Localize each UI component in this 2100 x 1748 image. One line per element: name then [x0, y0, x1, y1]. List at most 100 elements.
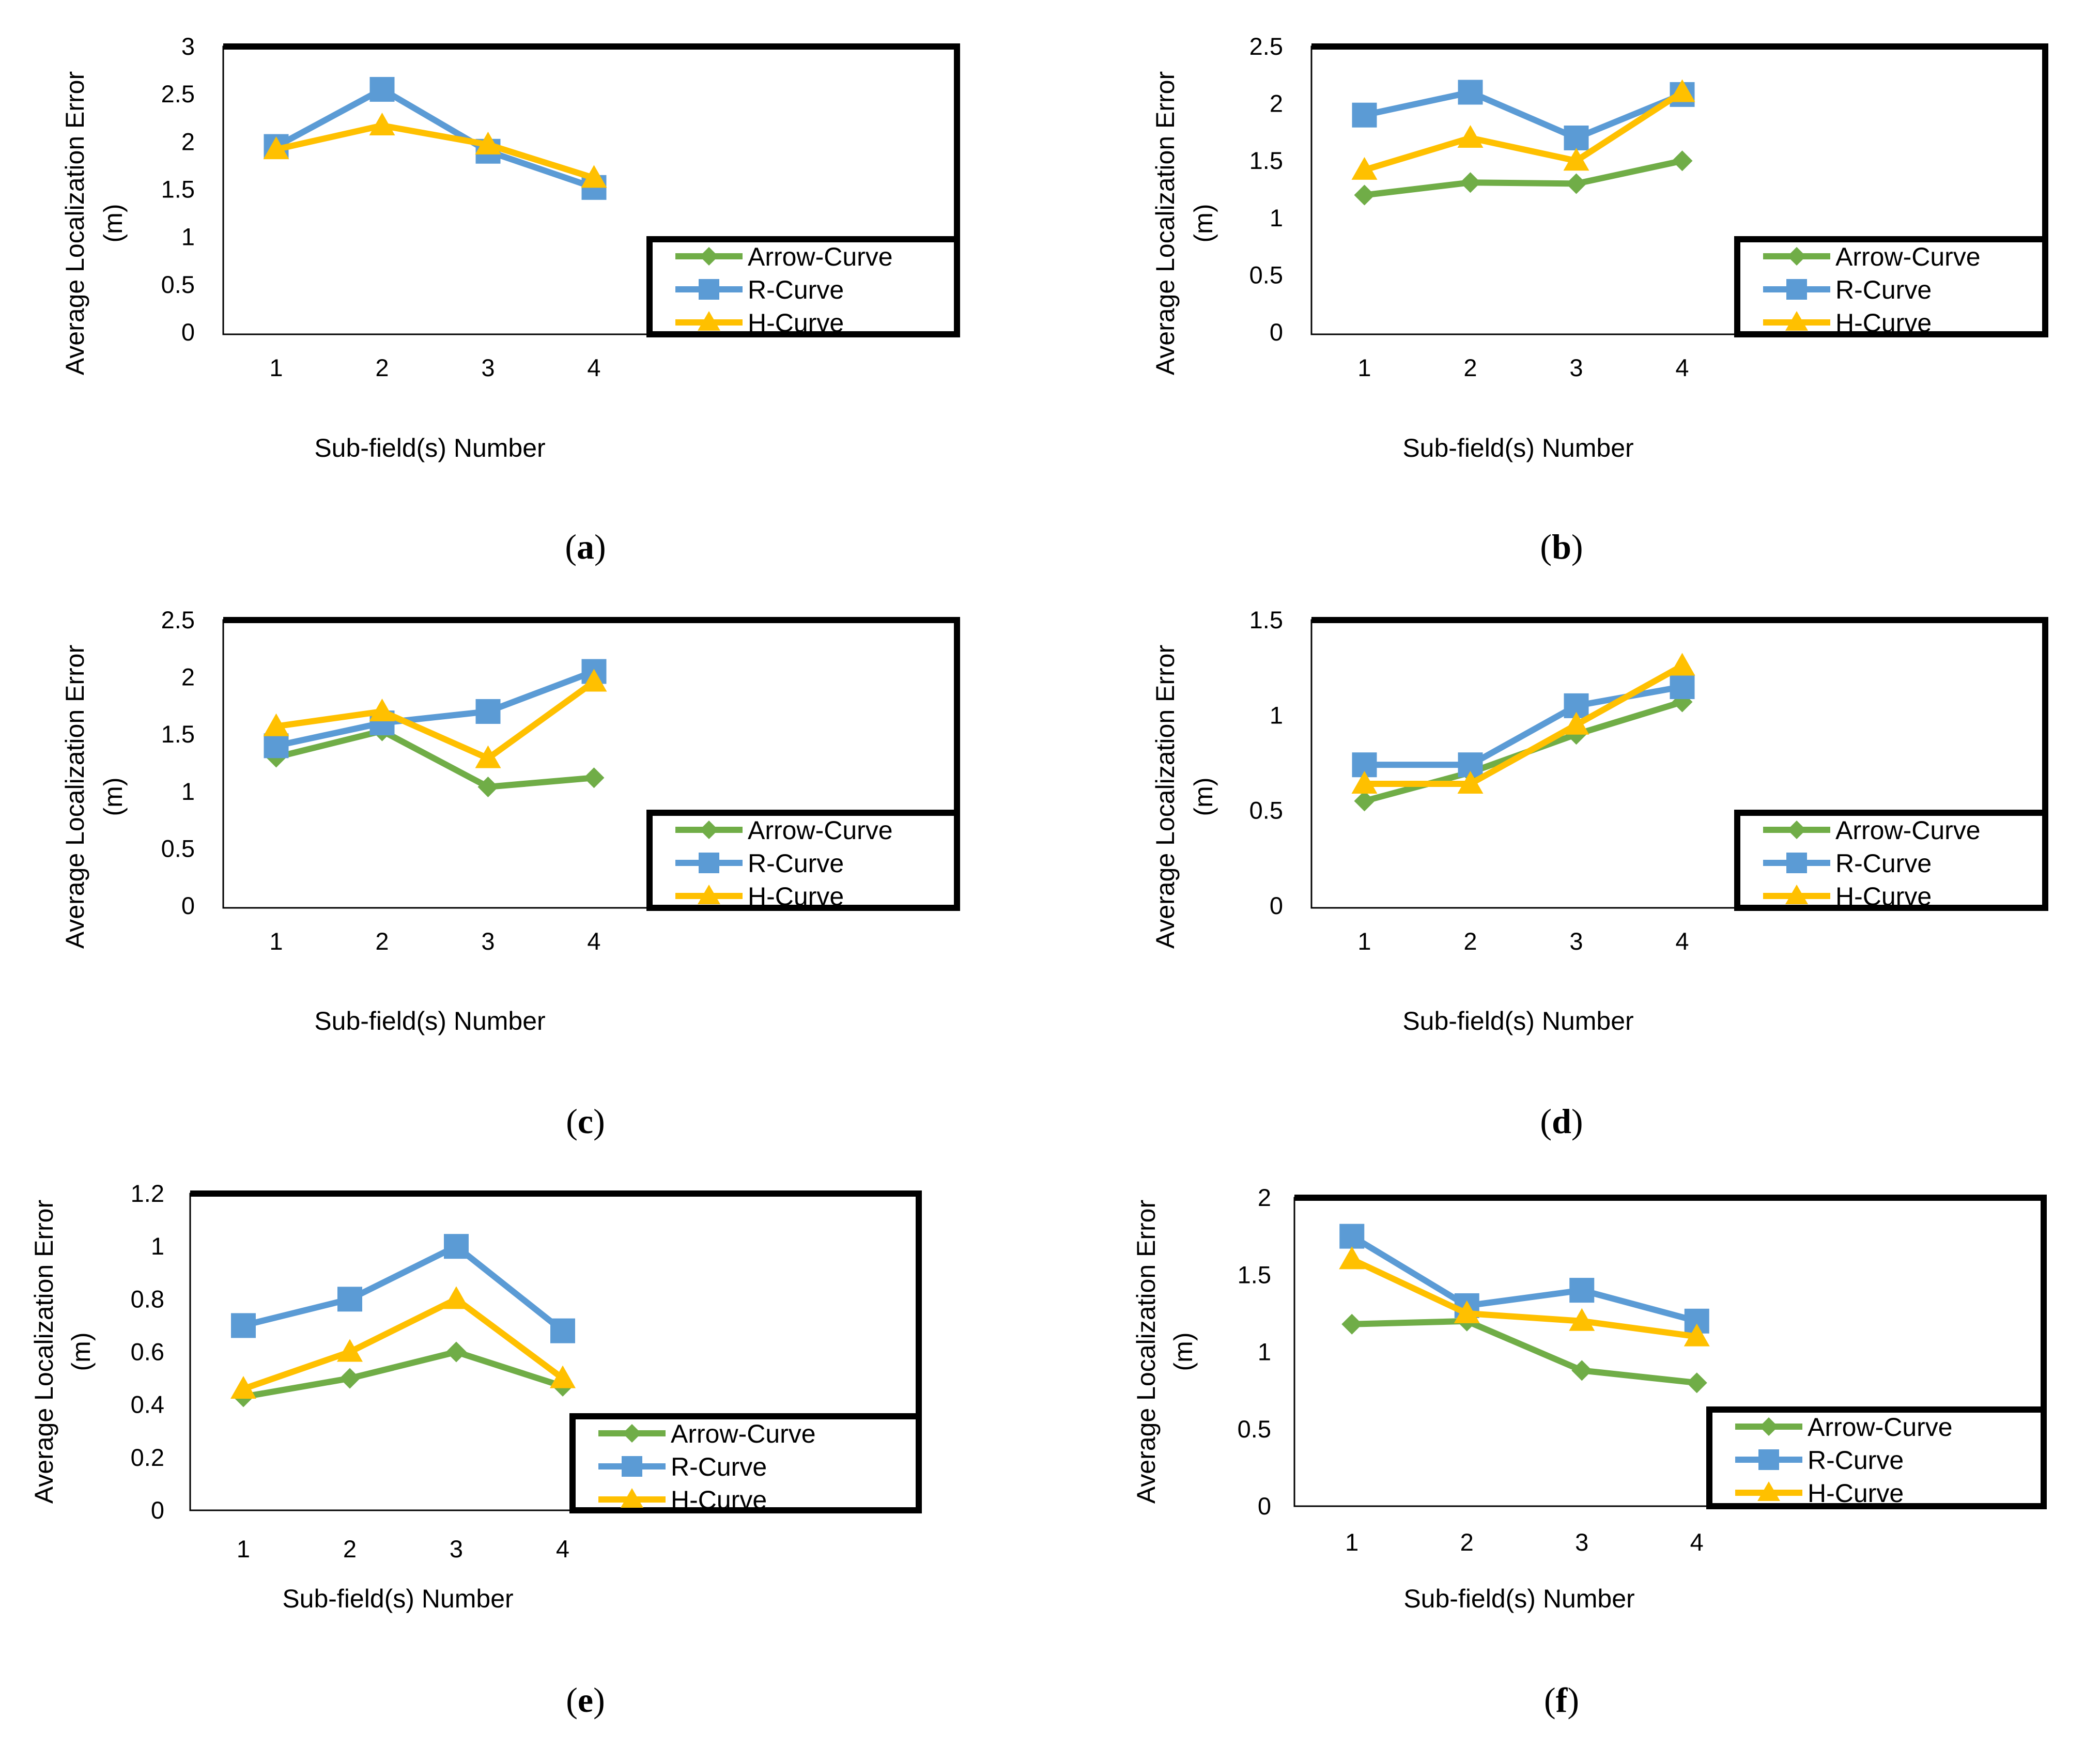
data-point-diamond	[1354, 791, 1375, 812]
y-tick-label: 1	[1258, 1338, 1271, 1366]
series-h-curve	[263, 669, 607, 768]
y-tick-label: 1.5	[1249, 606, 1283, 633]
legend: Arrow-Curve R-Curve H-Curve	[1706, 1406, 2047, 1509]
y-tick-label: 0.8	[131, 1285, 164, 1312]
chart-panel-c: 0 0.5 1 1.5 2 2.5 1 2 3 4 Sub-field(s) Number Avera…	[60, 606, 960, 1141]
panel-caption: (d)	[1540, 1102, 1583, 1141]
legend-label: H-Curve	[671, 1486, 767, 1514]
x-axis-title: Sub-field(s) Number	[282, 1584, 513, 1613]
y-axis-title: Average Localization Error	[29, 1200, 58, 1504]
y-tick-label: 0.4	[131, 1391, 164, 1418]
data-point-diamond	[1354, 184, 1375, 206]
legend: Arrow-Curve R-Curve H-Curve	[1734, 810, 2048, 911]
data-point-triangle	[263, 136, 289, 160]
x-axis-title: Sub-field(s) Number	[314, 1007, 545, 1035]
y-tick-label: 0	[181, 892, 195, 919]
legend-marker-triangle	[621, 1488, 643, 1508]
y-axis-title-unit: (m)	[1189, 778, 1218, 816]
y-axis-title: Average Localization Error	[1151, 645, 1180, 949]
legend-label: H-Curve	[748, 882, 844, 911]
legend-label: Arrow-Curve	[1808, 1413, 1953, 1442]
legend-marker-square	[699, 853, 719, 873]
legend: Arrow-Curve R-Curve H-Curve	[1734, 236, 2048, 337]
series-line	[242, 1296, 565, 1392]
caption-paren: )	[593, 1102, 605, 1141]
legend: Arrow-Curve R-Curve H-Curve	[646, 236, 960, 337]
series-line	[242, 1243, 565, 1334]
data-point-triangle	[337, 1339, 363, 1362]
y-tick-label: 3	[181, 33, 195, 60]
y-tick-label: 1	[1270, 701, 1283, 729]
chart-border	[1294, 1195, 2047, 1506]
data-point-triangle	[1351, 157, 1378, 180]
data-point-diamond	[477, 776, 499, 797]
y-tick-label: 1.5	[1249, 147, 1283, 174]
x-tick-label: 4	[556, 1535, 569, 1563]
data-point-diamond	[1566, 173, 1587, 194]
caption-paren: (	[566, 1102, 578, 1141]
legend-label: R-Curve	[748, 849, 844, 878]
data-point-square	[1458, 80, 1483, 105]
data-point-square	[1352, 102, 1377, 128]
series-r-curve	[1352, 80, 1695, 150]
series-arrow-curve	[1354, 150, 1693, 206]
x-tick-label: 1	[237, 1535, 250, 1563]
legend-label: R-Curve	[1808, 1446, 1904, 1475]
y-tick-label: 2	[181, 663, 195, 691]
legend-marker-square	[1758, 1449, 1779, 1470]
legend-label: Arrow-Curve	[671, 1419, 816, 1448]
chart-panel-e: 0 0.2 0.4 0.6 0.8 1 1.2 1 2 3 4 Sub-field(s) Number…	[29, 1180, 922, 1720]
legend-label: Arrow-Curve	[748, 242, 893, 271]
legend-label: Arrow-Curve	[1835, 242, 1981, 271]
data-point-triangle	[1339, 1246, 1365, 1270]
y-tick-label: 0	[181, 318, 195, 346]
chart-panel-d: 0 0.5 1 1.5 1 2 3 4 Sub-field(s) Number Average L…	[1151, 606, 2048, 1141]
y-tick-label: 1	[1270, 204, 1283, 231]
caption-paren: (	[1540, 1102, 1552, 1141]
x-axis-title: Sub-field(s) Number	[1402, 1007, 1633, 1035]
legend-label: R-Curve	[1835, 275, 1932, 304]
panel-caption: (f)	[1544, 1680, 1579, 1720]
series-line	[1352, 1318, 1697, 1386]
data-point-triangle	[369, 112, 395, 135]
y-tick-label: 0	[1270, 892, 1283, 919]
y-tick-label: 1	[181, 778, 195, 805]
legend-label: H-Curve	[1835, 882, 1932, 911]
x-tick-label: 2	[1463, 927, 1477, 955]
y-tick-label: 1	[151, 1232, 164, 1260]
legend-marker-triangle	[1785, 885, 1808, 904]
x-tick-label: 2	[1460, 1528, 1474, 1556]
x-tick-label: 1	[1357, 927, 1371, 955]
data-point-triangle	[1684, 1323, 1710, 1347]
caption-paren: (	[566, 1680, 578, 1720]
data-point-square	[264, 733, 289, 759]
x-tick-label: 2	[375, 354, 389, 381]
data-point-square	[1339, 1224, 1365, 1249]
panel-caption: (b)	[1540, 527, 1583, 566]
chart-panel-f: 0 0.5 1 1.5 2 1 2 3 4 Sub-field(s) Number Average …	[1132, 1184, 2047, 1720]
legend-label: Arrow-Curve	[1835, 816, 1981, 845]
data-point-triangle	[581, 669, 607, 692]
data-point-triangle	[1669, 79, 1695, 102]
data-point-diamond	[583, 767, 605, 788]
y-axis-title-unit: (m)	[99, 778, 128, 816]
y-tick-label: 0.5	[161, 271, 195, 298]
caption-paren: )	[1567, 1680, 1579, 1720]
data-point-diamond	[1672, 150, 1693, 172]
x-tick-label: 3	[1569, 927, 1583, 955]
data-point-triangle	[475, 745, 501, 768]
y-tick-label: 0.5	[161, 834, 195, 862]
series-h-curve	[263, 112, 607, 188]
legend-marker-diamond	[623, 1424, 641, 1443]
x-tick-label: 3	[1569, 354, 1583, 381]
data-point-diamond	[1460, 172, 1481, 193]
legend-label: R-Curve	[671, 1452, 767, 1481]
series-h-curve	[1339, 1246, 1710, 1347]
series-arrow-curve	[1341, 1310, 1707, 1394]
data-point-triangle	[230, 1376, 256, 1399]
x-tick-label: 2	[375, 927, 389, 955]
y-axis-title-unit: (m)	[1189, 204, 1218, 243]
data-point-diamond	[1686, 1372, 1707, 1394]
legend-marker-diamond	[700, 821, 718, 839]
